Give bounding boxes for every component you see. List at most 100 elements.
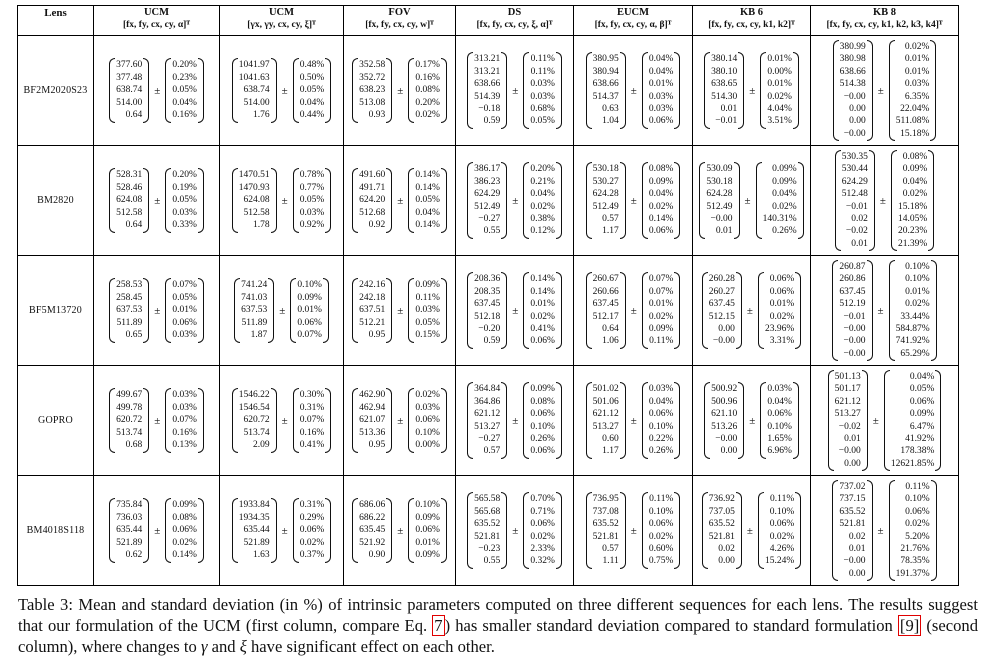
left-paren — [701, 272, 708, 349]
std-vector: 0.08% 0.09% 0.04% 0.02% 15.18% 14.05% 20.23% 21… — [890, 149, 935, 252]
matrix-value: 0.01% — [415, 537, 440, 548]
matrix-value: 511.89 — [241, 317, 268, 328]
matrix-value: 530.09 — [706, 164, 733, 175]
right-paren — [440, 498, 447, 563]
citation-ref-link[interactable]: [9] — [897, 615, 922, 636]
mean-vector-column: 741.24 741.03 637.53 511.89 1.87 — [240, 278, 268, 342]
matrix-value: −0.00 — [843, 323, 866, 334]
param-cell: 380.95 380.94 638.66 514.37 0.63 1.04 ±0.04% 0.… — [573, 35, 693, 146]
plus-minus-symbol: ± — [281, 194, 288, 207]
matrix-value: 512.18 — [474, 311, 501, 322]
right-paren — [440, 388, 447, 453]
std-vector-column: 0.11% 0.10% 0.06% 0.02% 0.60% 0.75% — [648, 492, 675, 568]
matrix-value: 0.03% — [299, 207, 325, 218]
mean-vector-column: 736.95 737.08 635.52 521.81 0.57 1.11 — [592, 492, 620, 568]
matrix-value: 741.92% — [895, 336, 930, 347]
left-paren — [467, 52, 474, 129]
left-paren — [352, 58, 359, 123]
caption-text: and — [207, 637, 240, 656]
param-cell: 528.31 528.46 624.08 512.58 0.64 ±0.20% 0.19% 0… — [93, 145, 220, 256]
matrix-value: 0.00% — [767, 66, 792, 77]
std-vector: 0.48% 0.50% 0.05% 0.04% 0.44% — [292, 58, 332, 123]
mean-vector: 530.18 530.27 624.28 512.49 0.57 1.17 — [585, 162, 626, 239]
left-paren — [165, 58, 172, 123]
matrix-value: 737.08 — [592, 506, 619, 517]
param-cell: 501.02 501.06 621.12 513.27 0.60 1.17 ±0.03% 0.… — [573, 365, 693, 476]
plus-minus-symbol: ± — [154, 84, 161, 97]
matrix-value: 0.77% — [299, 182, 325, 193]
matrix-value: 624.08 — [243, 195, 270, 206]
right-paren — [197, 278, 204, 343]
mean-vector: 260.67 260.66 637.45 512.17 0.64 1.06 — [585, 272, 626, 349]
matrix-value: 512.48 — [841, 189, 868, 200]
matrix-value: 0.17% — [415, 60, 440, 71]
matrix-value: 352.72 — [359, 72, 386, 83]
matrix-value: 0.03% — [767, 384, 792, 395]
matrix-value: 1.11 — [602, 556, 619, 567]
matrix-value: 380.10 — [711, 66, 738, 77]
mean-vector-column: 208.36 208.35 637.45 512.18 −0.20 0.59 — [473, 272, 501, 348]
param-cellbox: 380.99 380.98 638.66 514.38 −0.00 0.00 0.00 −0.… — [811, 39, 958, 142]
model-name: UCM — [143, 7, 170, 18]
right-paren — [930, 39, 937, 142]
caption-text: ) has smaller standard deviation compare… — [444, 616, 898, 635]
left-paren — [165, 498, 172, 563]
left-paren — [408, 388, 415, 453]
right-paren — [792, 382, 799, 459]
matrix-value: 0.07% — [648, 274, 674, 285]
std-vector-column: 0.14% 0.14% 0.05% 0.04% 0.14% — [414, 168, 441, 232]
matrix-value: 491.60 — [359, 170, 386, 181]
param-cell: 1546.22 1546.54 620.72 513.74 2.09 ±0.30% 0.31… — [219, 365, 344, 476]
right-paren — [674, 162, 681, 239]
matrix-value: 41.92% — [905, 433, 935, 444]
table-row: GOPRO 499.67 499.78 620.72 513.74 0.68 ±0.03% 0… — [17, 365, 959, 476]
matrix-value: 0.10% — [297, 280, 322, 291]
equation-ref-link[interactable]: 7 — [432, 615, 445, 636]
matrix-value: 637.45 — [474, 299, 501, 310]
mean-vector: 491.60 491.71 624.20 512.68 0.92 — [352, 168, 393, 233]
right-paren — [735, 492, 742, 569]
matrix-value: 0.08% — [172, 512, 197, 523]
right-paren — [440, 278, 447, 343]
matrix-value: 521.89 — [116, 537, 143, 548]
matrix-value: 0.03% — [415, 402, 440, 413]
matrix-value: 637.53 — [241, 305, 268, 316]
param-cell: 501.13 501.17 621.12 513.27 −0.02 0.01 −0.00 0.… — [810, 365, 959, 476]
matrix-value: 0.08% — [415, 85, 440, 96]
matrix-value: 521.81 — [708, 531, 735, 542]
matrix-value: 0.01% — [904, 54, 930, 65]
right-paren — [270, 58, 277, 123]
matrix-value: −0.01 — [715, 116, 738, 127]
right-paren — [555, 272, 562, 349]
matrix-value: 0.31% — [299, 402, 325, 413]
left-paren — [408, 278, 415, 343]
plus-minus-symbol: ± — [154, 194, 161, 207]
matrix-value: 0.14% — [415, 220, 440, 231]
matrix-value: 0.07% — [299, 415, 325, 426]
matrix-value: 0.04% — [648, 396, 674, 407]
std-vector-column: 0.17% 0.16% 0.08% 0.20% 0.02% — [414, 58, 441, 122]
right-paren — [930, 479, 937, 582]
param-cellbox: 364.84 364.86 621.12 513.27 −0.27 0.57 ±0.09% 0… — [456, 382, 573, 459]
param-cellbox: 260.28 260.27 637.45 512.15 0.00 −0.00 ±0.06% 0… — [693, 272, 810, 349]
matrix-value: 15.18% — [900, 128, 930, 139]
right-paren — [143, 498, 150, 563]
matrix-value: 0.09% — [648, 323, 674, 334]
matrix-value: 528.31 — [116, 170, 143, 181]
param-cellbox: 530.18 530.27 624.28 512.49 0.57 1.17 ±0.08% 0.… — [574, 162, 692, 239]
right-paren — [268, 278, 275, 343]
matrix-value: 565.68 — [474, 506, 501, 517]
std-vector: 0.11% 0.11% 0.03% 0.03% 0.68% 0.05% — [523, 52, 562, 129]
std-vector: 0.11% 0.10% 0.06% 0.02% 5.20% 21.76% 78.35% 191… — [888, 479, 937, 582]
matrix-value: 1.78 — [253, 220, 270, 231]
matrix-value: 0.00 — [720, 446, 738, 457]
param-cellbox: 741.24 741.03 637.53 511.89 1.87 ±0.10% 0.09% 0… — [220, 278, 343, 343]
matrix-value: 20.23% — [897, 226, 928, 237]
matrix-value: 499.67 — [116, 390, 143, 401]
matrix-value: 0.32% — [530, 556, 555, 567]
mean-vector-column: 530.35 530.44 624.29 512.48 −0.01 0.02 −0.02 0.… — [841, 150, 869, 251]
plus-minus-symbol: ± — [154, 414, 161, 427]
matrix-value: 0.13% — [172, 440, 197, 451]
param-cell: 258.53 258.45 637.53 511.89 0.65 ±0.07% 0.05% 0… — [93, 255, 220, 366]
plus-minus-symbol: ± — [397, 414, 404, 427]
